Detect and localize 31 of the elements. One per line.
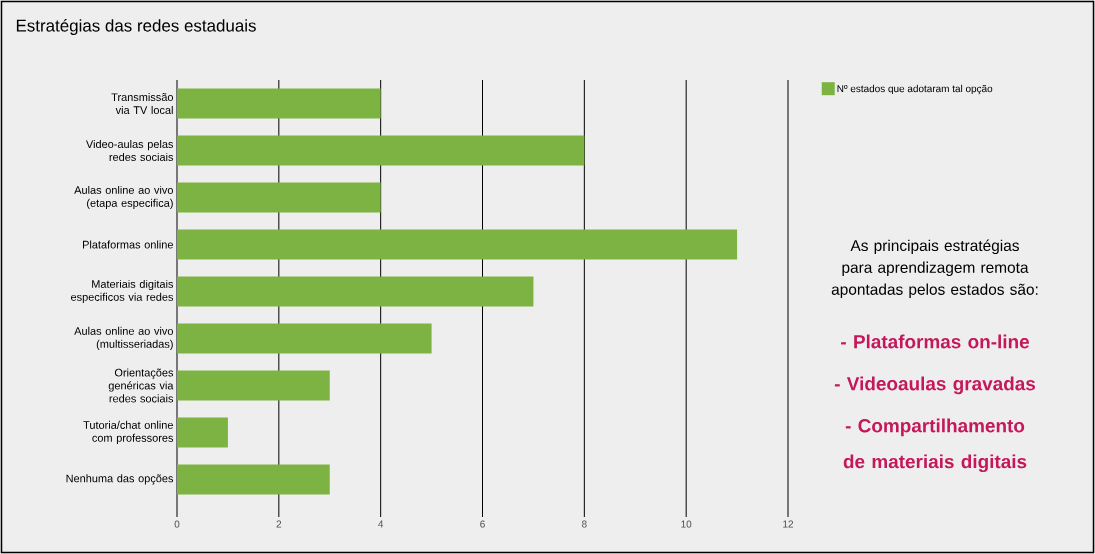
x-tick-label: 8 (582, 520, 587, 528)
text: - Videoaulas gravadas (834, 376, 1036, 395)
y-tick-label: Aulas online ao vivo (multisseriadas) (74, 326, 173, 351)
x-tick-label: 12 (783, 520, 794, 528)
x-tick-label: 10 (681, 520, 692, 528)
y-tick-label: Aulas online ao vivo (etapa especifica) (74, 185, 173, 210)
bar (177, 276, 534, 307)
y-tick-label: Plataformas online (83, 240, 173, 249)
text: - Plataformas on-line (841, 334, 1030, 349)
x-tick-label: 4 (378, 520, 384, 528)
x-tick-label: 0 (174, 520, 180, 528)
x-tick-label: 2 (276, 520, 282, 528)
y-tick-label: Tutoria/chat online com professores (83, 420, 174, 444)
legend-label: Nº estados que adotaram tal opção (837, 84, 993, 95)
bar (177, 182, 381, 213)
bar (177, 323, 432, 354)
y-tick-label: Materiais digitais especificos via redes (71, 279, 174, 304)
x-tick-label: 6 (480, 520, 485, 528)
bar (177, 464, 330, 495)
bar (177, 135, 585, 166)
bar (177, 229, 738, 260)
y-tick-label: Orientações genéricas via redes sociais (108, 368, 174, 403)
bar (177, 370, 330, 401)
y-tick-label: Transmissão via TV local (111, 93, 174, 114)
bar (177, 417, 228, 448)
y-tick-label: Nenhuma das opções (66, 474, 174, 485)
text: As principais estratégias para aprendizagem remota apontadas pelos estados são: (831, 239, 1038, 298)
bar (177, 88, 381, 119)
chart-title: Estratégias das redes estaduais (16, 19, 256, 35)
text: - Compartilhamento de materiais digitais (843, 418, 1027, 473)
y-tick-label: Video-aulas pelas redes sociais (86, 139, 174, 161)
